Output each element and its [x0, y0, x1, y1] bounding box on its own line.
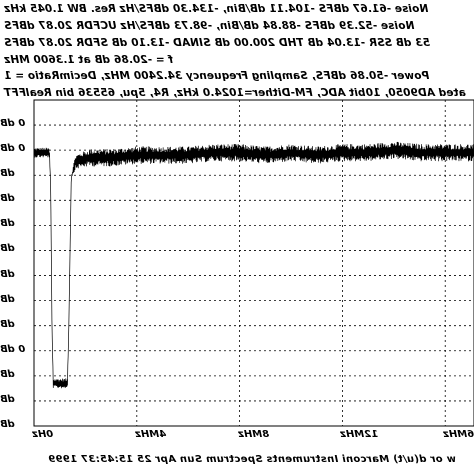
- y-tick-label: dB: [0, 268, 15, 280]
- x-tick-label: 12MHz: [340, 429, 379, 440]
- y-tick-label: 0 dB: [0, 118, 26, 130]
- y-tick-label: dB: [0, 218, 15, 230]
- y-tick-label: 0 dB: [0, 343, 26, 355]
- spectrum-trace: [33, 141, 474, 389]
- y-tick-label: dB: [0, 318, 15, 330]
- x-tick-label: 4MHz: [134, 429, 166, 440]
- footer-bar: w or d(u/t) Marconi Instruments Spectrum…: [0, 452, 474, 470]
- y-tick-label: dB: [0, 368, 15, 380]
- x-tick-label: 0Hz: [32, 429, 54, 440]
- y-tick-label: dB: [0, 393, 15, 405]
- footer-text: w or d(u/t) Marconi Instruments Spectrum…: [48, 454, 456, 465]
- y-tick-label: dB: [0, 419, 15, 430]
- y-tick-label: dB: [0, 293, 15, 305]
- plot-frame: [33, 99, 474, 427]
- y-tick-label: dB: [0, 193, 15, 205]
- y-tick-label: dB: [0, 168, 15, 180]
- y-tick-label: 0 dB: [0, 143, 26, 155]
- x-tick-label: 8MHz: [237, 429, 269, 440]
- y-tick-label: dB: [0, 243, 15, 255]
- x-tick-label: 16MHz: [443, 429, 474, 440]
